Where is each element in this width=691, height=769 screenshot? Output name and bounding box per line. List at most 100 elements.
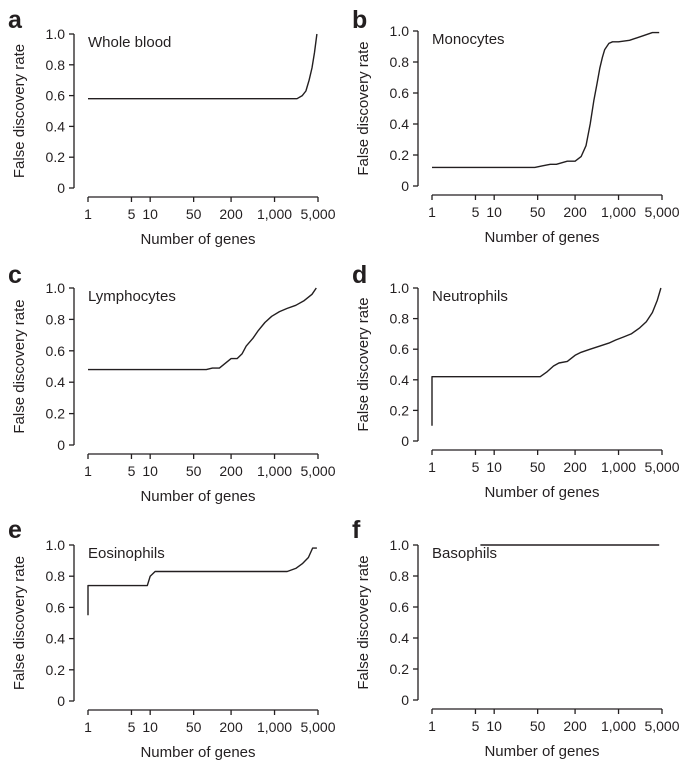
y-tick-label: 1.0 [390,23,410,39]
x-tick-label: 50 [530,459,546,475]
y-tick-label: 0.8 [46,568,66,584]
y-tick-label: 0.4 [390,630,410,646]
x-axis-title: Number of genes [140,744,255,761]
x-tick-label: 1 [84,719,92,735]
y-tick-label: 0.4 [46,631,66,647]
panel-b: b 0 0.2 0.4 0.6 0.8 1.0 1 5 10 50 200 1,000 5,000 Numb… [352,6,680,246]
y-tick-label: 0 [57,180,65,196]
x-tick-label: 200 [219,719,243,735]
y-tick-label: 1.0 [390,537,410,553]
series-line [87,547,317,616]
x-tick-label: 10 [486,718,502,734]
x-tick-label: 50 [186,206,202,222]
x-tick-label: 200 [219,463,243,479]
x-tick-label: 5 [472,718,480,734]
y-tick-label: 0.8 [390,54,410,70]
panel-letter: c [8,261,22,289]
x-tick-label: 50 [186,463,202,479]
panel-letter: b [352,6,367,34]
x-tick-label: 200 [219,206,243,222]
y-axis-title: False discovery rate [11,556,28,690]
x-axis-title: Number of genes [484,743,599,760]
y-tick-label: 1.0 [390,280,410,296]
y-tick-label: 0.2 [46,149,66,165]
x-tick-label: 5 [128,206,136,222]
x-tick-label: 50 [530,718,546,734]
x-tick-label: 50 [530,204,546,220]
y-tick-label: 0.8 [390,311,410,327]
x-axis-title: Number of genes [140,231,255,248]
y-tick-label: 0.4 [390,372,410,388]
y-tick-label: 0.6 [390,85,410,101]
y-tick-label: 0.8 [46,57,66,73]
x-tick-label: 1,000 [257,463,292,479]
x-tick-label: 10 [486,459,502,475]
y-tick-label: 1.0 [46,26,66,42]
y-tick-label: 0.6 [46,599,66,615]
panel-title: Eosinophils [88,545,165,562]
panel-letter: f [352,516,361,544]
panel-title: Whole blood [88,34,171,51]
y-axis-title: False discovery rate [11,299,28,433]
y-tick-label: 0.8 [390,568,410,584]
x-tick-label: 5 [472,204,480,220]
series-line [432,31,660,169]
y-tick-label: 1.0 [46,537,66,553]
x-axis-title: Number of genes [140,488,255,505]
panel-e: e 0 0.2 0.4 0.6 0.8 1.0 1 5 10 50 200 1,000 5,000 Numb… [8,516,336,761]
panel-d: d 0 0.2 0.4 0.6 0.8 1.0 1 5 10 50 200 1,000 5,000 Numb… [352,261,680,501]
x-axis-title: Number of genes [484,229,599,246]
y-axis-title: False discovery rate [11,44,28,178]
y-tick-label: 0.6 [390,599,410,615]
panel-letter: d [352,261,367,289]
y-tick-label: 0.8 [46,311,66,327]
x-tick-label: 5,000 [644,459,679,475]
series-line [88,33,318,100]
y-tick-label: 0.2 [390,661,410,677]
x-axis-title: Number of genes [484,484,599,501]
x-tick-label: 5 [128,719,136,735]
panel-title: Neutrophils [432,288,508,305]
y-axis-title: False discovery rate [355,297,372,431]
x-tick-label: 200 [563,204,587,220]
x-tick-label: 1,000 [257,206,292,222]
panel-title: Lymphocytes [88,288,176,305]
panel-c: c 0 0.2 0.4 0.6 0.8 1.0 1 5 10 50 200 1,000 5,000 Numb… [8,261,336,505]
x-tick-label: 1,000 [601,459,636,475]
x-tick-label: 5 [472,459,480,475]
y-tick-label: 0.2 [46,406,66,422]
x-tick-label: 1 [84,206,92,222]
x-tick-label: 10 [486,204,502,220]
y-tick-label: 0 [401,692,409,708]
y-tick-label: 0.4 [46,118,66,134]
x-tick-label: 10 [142,463,158,479]
x-tick-label: 1,000 [601,204,636,220]
y-tick-label: 0.6 [46,343,66,359]
y-tick-label: 1.0 [46,280,66,296]
x-tick-label: 1 [428,204,436,220]
x-tick-label: 1 [428,459,436,475]
y-tick-label: 0.2 [390,402,410,418]
y-tick-label: 0 [57,437,65,453]
y-tick-label: 0.6 [46,88,66,104]
y-axis-title: False discovery rate [355,555,372,689]
panel-a: a 0 0.2 0.4 0.6 0.8 1.0 1 5 10 50 200 1,000 5,000 Numb… [8,6,336,248]
panel-letter: e [8,516,22,544]
y-tick-label: 0.6 [390,341,410,357]
x-tick-label: 10 [142,206,158,222]
x-tick-label: 5,000 [300,463,335,479]
y-tick-label: 0.4 [46,374,66,390]
panel-f: f 0 0.2 0.4 0.6 0.8 1.0 1 5 10 50 200 1,000 5,000 Numb… [352,516,680,760]
x-tick-label: 5,000 [300,719,335,735]
y-tick-label: 0.2 [390,147,410,163]
panel-title: Basophils [432,545,497,562]
x-tick-label: 1,000 [257,719,292,735]
x-tick-label: 1 [428,718,436,734]
x-tick-label: 50 [186,719,202,735]
y-tick-label: 0 [401,433,409,449]
x-tick-label: 10 [142,719,158,735]
x-tick-label: 1,000 [601,718,636,734]
x-tick-label: 5,000 [644,718,679,734]
y-tick-label: 0.2 [46,662,66,678]
